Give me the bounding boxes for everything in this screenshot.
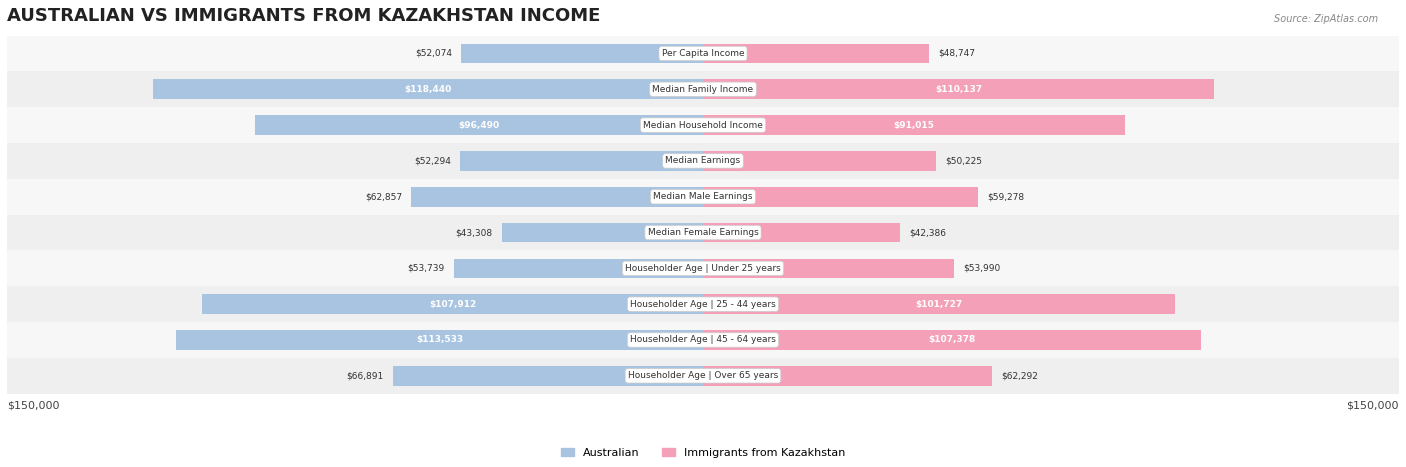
Legend: Australian, Immigrants from Kazakhstan: Australian, Immigrants from Kazakhstan xyxy=(557,443,849,462)
Text: $53,990: $53,990 xyxy=(963,264,1000,273)
Bar xyxy=(703,330,1201,350)
Bar xyxy=(7,215,1399,250)
Text: Source: ZipAtlas.com: Source: ZipAtlas.com xyxy=(1274,14,1378,24)
Bar xyxy=(703,79,1213,99)
Text: $118,440: $118,440 xyxy=(405,85,451,94)
Text: $50,225: $50,225 xyxy=(945,156,983,165)
Text: $59,278: $59,278 xyxy=(987,192,1025,201)
Text: Median Earnings: Median Earnings xyxy=(665,156,741,165)
Bar xyxy=(412,187,703,206)
Bar xyxy=(460,151,703,171)
Bar xyxy=(7,322,1399,358)
Bar xyxy=(703,294,1175,314)
Text: $107,912: $107,912 xyxy=(429,300,477,309)
Text: $113,533: $113,533 xyxy=(416,335,463,345)
Bar xyxy=(502,223,703,242)
Text: Median Family Income: Median Family Income xyxy=(652,85,754,94)
Text: $150,000: $150,000 xyxy=(7,401,59,411)
Text: $66,891: $66,891 xyxy=(346,371,384,380)
Text: $101,727: $101,727 xyxy=(915,300,963,309)
Bar xyxy=(7,179,1399,215)
Text: Median Household Income: Median Household Income xyxy=(643,120,763,130)
Text: Median Female Earnings: Median Female Earnings xyxy=(648,228,758,237)
Text: Per Capita Income: Per Capita Income xyxy=(662,49,744,58)
Bar xyxy=(202,294,703,314)
Bar xyxy=(703,223,900,242)
Text: $52,074: $52,074 xyxy=(415,49,453,58)
Text: $48,747: $48,747 xyxy=(938,49,976,58)
Bar xyxy=(703,187,979,206)
Bar xyxy=(7,250,1399,286)
Bar xyxy=(703,259,953,278)
Text: Householder Age | 45 - 64 years: Householder Age | 45 - 64 years xyxy=(630,335,776,345)
Text: $62,857: $62,857 xyxy=(366,192,402,201)
Text: Householder Age | Under 25 years: Householder Age | Under 25 years xyxy=(626,264,780,273)
Bar xyxy=(7,143,1399,179)
Bar xyxy=(703,151,936,171)
Text: $150,000: $150,000 xyxy=(1347,401,1399,411)
Text: Householder Age | 25 - 44 years: Householder Age | 25 - 44 years xyxy=(630,300,776,309)
Text: $52,294: $52,294 xyxy=(415,156,451,165)
Bar xyxy=(703,115,1125,135)
Text: $91,015: $91,015 xyxy=(894,120,935,130)
Text: $43,308: $43,308 xyxy=(456,228,492,237)
Bar xyxy=(7,358,1399,394)
Bar xyxy=(703,43,929,64)
Bar xyxy=(7,286,1399,322)
Text: $42,386: $42,386 xyxy=(908,228,946,237)
Bar xyxy=(392,366,703,386)
Text: $96,490: $96,490 xyxy=(458,120,499,130)
Text: Householder Age | Over 65 years: Householder Age | Over 65 years xyxy=(628,371,778,380)
Bar xyxy=(7,71,1399,107)
Bar xyxy=(7,35,1399,71)
Text: $110,137: $110,137 xyxy=(935,85,983,94)
Text: AUSTRALIAN VS IMMIGRANTS FROM KAZAKHSTAN INCOME: AUSTRALIAN VS IMMIGRANTS FROM KAZAKHSTAN… xyxy=(7,7,600,25)
Bar xyxy=(703,366,993,386)
Text: $62,292: $62,292 xyxy=(1001,371,1038,380)
Text: $53,739: $53,739 xyxy=(408,264,444,273)
Bar xyxy=(176,330,703,350)
Bar xyxy=(461,43,703,64)
Bar xyxy=(7,107,1399,143)
Text: $107,378: $107,378 xyxy=(928,335,976,345)
Bar xyxy=(153,79,703,99)
Bar xyxy=(454,259,703,278)
Bar xyxy=(256,115,703,135)
Text: Median Male Earnings: Median Male Earnings xyxy=(654,192,752,201)
